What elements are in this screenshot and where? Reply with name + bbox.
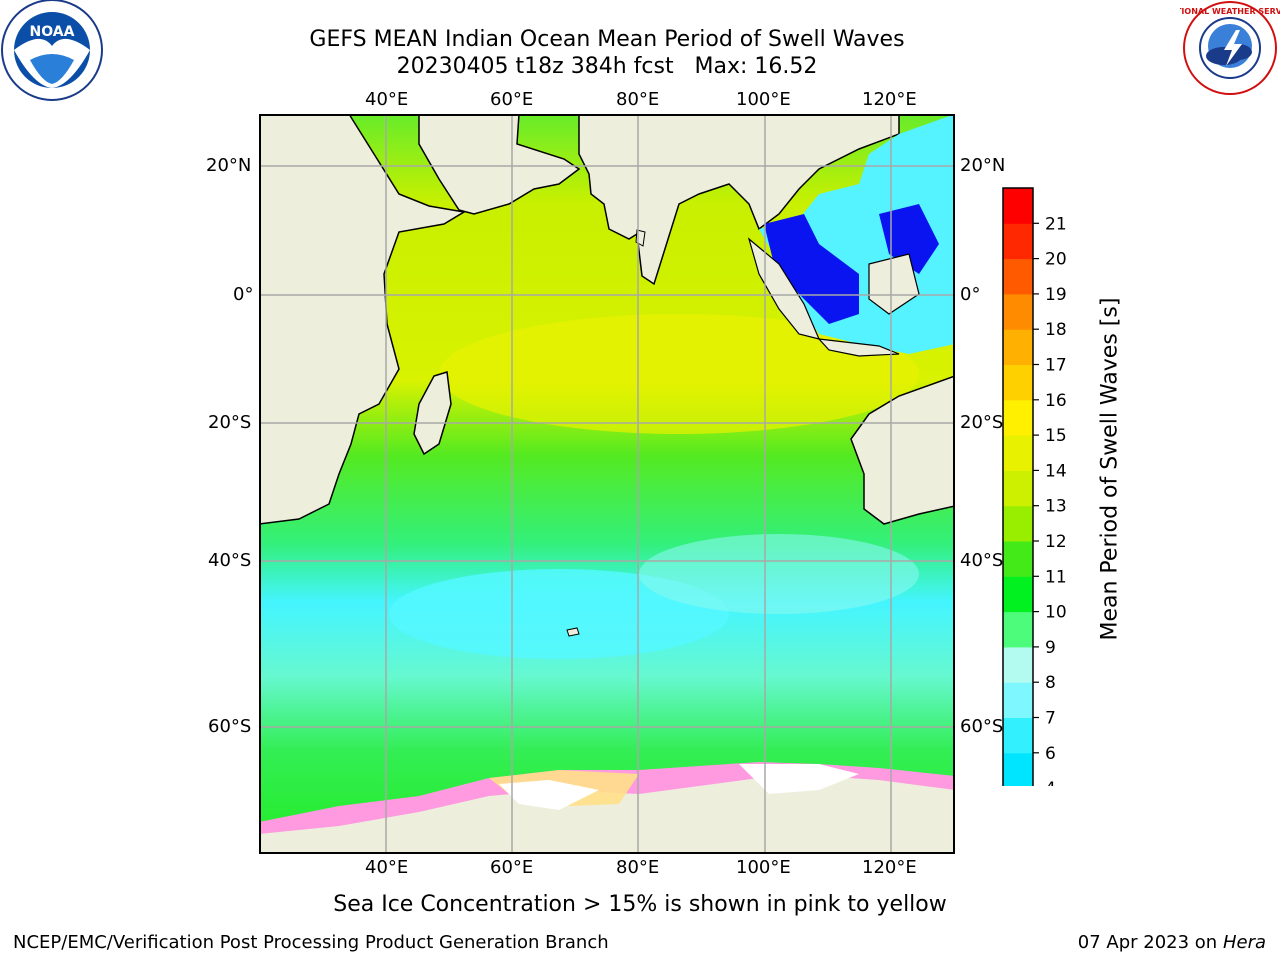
footer-producer: NCEP/EMC/Verification Post Processing Pr…	[13, 932, 609, 953]
ice-shelf-region	[499, 780, 599, 810]
left-lat-tick: 60°S	[208, 716, 252, 737]
map-panel	[258, 113, 956, 855]
colorbar-svg: 246789101112131415161718192021	[1001, 187, 1067, 853]
colorbar-segment	[1003, 399, 1033, 436]
deep-blue-sea-region	[879, 204, 939, 274]
right-lat-tick: 60°S	[960, 716, 1004, 737]
map-svg	[258, 113, 956, 855]
colorbar-tick-label: 15	[1045, 426, 1067, 446]
colorbar-tick-label: 12	[1045, 532, 1067, 552]
colorbar-tick-label: 8	[1045, 673, 1056, 693]
sumatra-landmass	[747, 237, 821, 340]
sea-ice-note: Sea Ice Concentration > 15% is shown in …	[333, 892, 947, 917]
map-frame	[259, 114, 955, 854]
colorbar-tick-label: 9	[1045, 638, 1056, 658]
colorbar-tick-label: 20	[1045, 250, 1067, 270]
colorbar-segment	[1003, 752, 1033, 789]
top-lon-tick: 40°E	[365, 89, 409, 110]
footer-date: 07 Apr 2023 on Hera	[1078, 933, 1266, 953]
colorbar-tick-label: 21	[1045, 214, 1067, 234]
java-landmass	[817, 338, 900, 357]
colorbar: 246789101112131415161718192021	[1000, 186, 1080, 853]
colorbar-tick-label: 17	[1045, 356, 1067, 376]
left-lat-tick: 40°S	[208, 550, 252, 571]
right-lat-tick: 0°	[960, 284, 981, 305]
top-lon-tick: 100°E	[736, 89, 791, 110]
colorbar-segment	[1003, 541, 1033, 577]
bottom-lon-tick: 40°E	[365, 857, 409, 878]
nws-logo-text: NATIONAL WEATHER SERVICE	[1180, 7, 1280, 16]
colorbar-tick-label: 6	[1045, 744, 1056, 764]
colorbar-label: Mean Period of Swell Waves [s]	[1097, 297, 1123, 641]
colorbar-tick-label: 7	[1045, 709, 1056, 729]
colorbar-segment	[1003, 717, 1033, 754]
right-lat-tick: 20°N	[960, 155, 1006, 176]
colorbar-tick-label: 4	[1045, 779, 1056, 786]
colorbar-tick-label: 11	[1045, 567, 1067, 587]
cyan-swell-region	[639, 534, 919, 614]
map-title: GEFS MEAN Indian Ocean Mean Period of Sw…	[309, 27, 905, 52]
colorbar-segment	[1003, 293, 1033, 330]
africa-landmass	[258, 113, 467, 525]
bottom-lon-tick: 80°E	[616, 857, 660, 878]
left-lat-tick: 20°S	[208, 412, 252, 433]
colorbar-tick-label: 19	[1045, 285, 1067, 305]
bottom-lon-tick: 100°E	[736, 857, 791, 878]
top-lon-tick: 120°E	[862, 89, 917, 110]
colorbar-tick-label: 18	[1045, 320, 1067, 340]
colorbar-segment	[1003, 470, 1033, 507]
footer-date-text: 07 Apr 2023 on	[1077, 932, 1223, 953]
yellow-swell-region	[439, 314, 919, 434]
footer-machine: Hera	[1222, 932, 1266, 953]
colorbar-segment	[1003, 505, 1033, 542]
colorbar-segment	[1003, 576, 1033, 613]
bottom-lon-tick: 120°E	[862, 857, 917, 878]
madagascar-landmass	[413, 371, 452, 456]
colorbar-tick-label: 10	[1045, 603, 1067, 623]
left-lat-tick: 0°	[233, 284, 254, 305]
ice-shelf-region	[739, 764, 859, 794]
right-lat-tick: 20°S	[960, 412, 1004, 433]
map-subtitle: 20230405 t18z 384h fcst Max: 16.52	[396, 54, 818, 79]
asia-landmass	[578, 113, 900, 286]
bottom-lon-tick: 60°E	[490, 857, 534, 878]
borneo-landmass	[868, 253, 920, 315]
noaa-logo: NOAA	[0, 0, 104, 104]
colorbar-tick-label: 16	[1045, 391, 1067, 411]
graticule	[259, 114, 955, 854]
cyan-swell-region	[389, 569, 729, 659]
left-lat-tick: 20°N	[206, 155, 252, 176]
nws-logo: NATIONAL WEATHER SERVICE	[1164, 0, 1280, 100]
top-lon-tick: 60°E	[490, 89, 534, 110]
colorbar-segment	[1003, 646, 1033, 683]
colorbar-segment	[1003, 188, 1033, 224]
colorbar-segment	[1003, 258, 1033, 295]
colorbar-segment	[1003, 435, 1033, 471]
colorbar-segment	[1003, 329, 1033, 365]
top-lon-tick: 80°E	[616, 89, 660, 110]
colorbar-tick-label: 14	[1045, 461, 1067, 481]
arabia-landmass	[418, 113, 581, 215]
right-lat-tick: 40°S	[960, 550, 1004, 571]
kerguelen-landmass	[566, 627, 580, 637]
colorbar-segment	[1003, 364, 1033, 401]
colorbar-segment	[1003, 611, 1033, 648]
australia-landmass	[850, 374, 956, 525]
colorbar-tick-label: 13	[1045, 497, 1067, 517]
colorbar-segment	[1003, 682, 1033, 718]
colorbar-segment	[1003, 223, 1033, 260]
deep-blue-sea-region	[764, 214, 859, 324]
noaa-logo-text: NOAA	[30, 24, 75, 40]
